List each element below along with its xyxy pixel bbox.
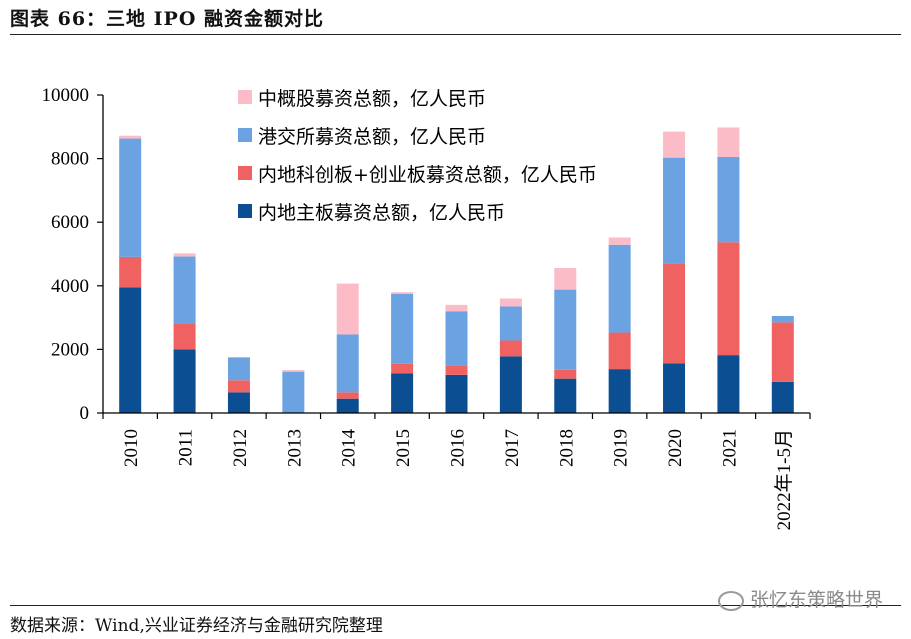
x-tick-label: 2017 (502, 429, 523, 467)
bar-segment-hkex (336, 334, 359, 393)
bar-segment-mainboard (173, 349, 196, 413)
y-tick-label: 4000 (51, 276, 89, 297)
bar-segment-star_gem (717, 242, 740, 356)
bar-segment-mainboard (499, 356, 522, 413)
bar-segment-mainboard (771, 381, 794, 413)
legend-swatch-star_gem (238, 166, 252, 180)
bar-segment-china_concept (173, 253, 196, 257)
legend-label-hkex: 港交所募资总额，亿人民币 (258, 126, 486, 148)
bar-segment-hkex (282, 371, 305, 413)
bar-segment-china_concept (717, 127, 740, 158)
bar-segment-hkex (227, 357, 250, 381)
bar-segment-star_gem (227, 380, 250, 393)
bar-segment-hkex (119, 138, 142, 257)
legend: 中概股募资总额，亿人民币港交所募资总额，亿人民币内地科创板+创业板募资总额，亿人… (238, 88, 597, 224)
bar-segment-china_concept (282, 370, 305, 372)
bar-segment-star_gem (771, 322, 794, 382)
x-tick-label: 2020 (665, 429, 686, 467)
bar-segment-mainboard (391, 373, 414, 413)
bar-segment-star_gem (499, 340, 522, 357)
bar-group (119, 127, 794, 413)
bar-segment-china_concept (499, 298, 522, 307)
legend-label-star_gem: 内地科创板+创业板募资总额，亿人民币 (258, 164, 597, 186)
bar-segment-mainboard (717, 355, 740, 413)
x-tick-label: 2011 (176, 429, 197, 466)
bar-segment-star_gem (663, 263, 686, 364)
x-tick-label: 2019 (611, 429, 632, 467)
x-tick-label: 2022年1-5月 (773, 429, 795, 530)
bar-segment-star_gem (391, 363, 414, 374)
bar-segment-star_gem (173, 323, 196, 350)
legend-swatch-hkex (238, 128, 252, 142)
legend-label-mainboard: 内地主板募资总额，亿人民币 (258, 202, 505, 224)
bar-segment-china_concept (119, 135, 142, 139)
watermark-text: 张忆东策略世界 (749, 589, 883, 611)
wechat-icon (717, 590, 744, 611)
bar-segment-star_gem (336, 392, 359, 399)
y-tick-label: 6000 (51, 212, 89, 233)
y-tick-label: 10000 (42, 85, 90, 106)
y-tick-label: 0 (80, 403, 90, 424)
data-source-note: 数据来源：Wind,兴业证券经济与金融研究院整理 (10, 616, 383, 636)
bar-segment-mainboard (554, 378, 577, 413)
watermark: 张忆东策略世界 (717, 585, 883, 612)
x-tick-label: 2016 (448, 429, 469, 467)
bar-segment-hkex (608, 244, 631, 333)
bar-segment-china_concept (336, 283, 359, 335)
bar-segment-hkex (663, 157, 686, 264)
bar-segment-mainboard (608, 369, 631, 413)
bar-segment-star_gem (445, 365, 468, 375)
x-axis: 2010 2011 2012 2013 2014 2015 2016 2017 2018 2019… (102, 412, 811, 530)
x-tick-label: 2021 (719, 429, 740, 467)
legend-swatch-mainboard (238, 204, 252, 218)
x-tick-label: 2013 (284, 429, 305, 467)
bar-segment-hkex (554, 289, 577, 370)
bar-segment-mainboard (227, 392, 250, 413)
bar-segment-mainboard (445, 374, 468, 413)
bar-segment-china_concept (391, 292, 414, 294)
x-tick-label: 2010 (121, 429, 142, 467)
bar-segment-china_concept (608, 237, 631, 245)
bar-segment-hkex (391, 293, 414, 364)
legend-swatch-china_concept (238, 90, 252, 104)
x-tick-label: 2015 (393, 429, 414, 467)
legend-label-china_concept: 中概股募资总额，亿人民币 (258, 88, 486, 110)
figure-title: 图表 66：三地 IPO 融资金额对比 (10, 8, 325, 30)
bar-segment-star_gem (119, 256, 142, 288)
bar-segment-hkex (445, 311, 468, 366)
x-tick-label: 2014 (339, 429, 360, 468)
y-tick-label: 2000 (51, 339, 89, 360)
bar-segment-china_concept (554, 267, 577, 290)
bar-segment-mainboard (663, 363, 686, 413)
y-tick-label: 8000 (51, 149, 89, 170)
bar-segment-mainboard (119, 287, 142, 413)
x-tick-label: 2012 (230, 429, 251, 467)
bar-segment-hkex (499, 306, 522, 341)
bar-segment-hkex (173, 256, 196, 324)
bar-segment-hkex (717, 157, 740, 243)
bar-segment-china_concept (445, 304, 468, 312)
x-tick-label: 2018 (556, 429, 577, 467)
bar-segment-china_concept (663, 131, 686, 158)
bar-segment-star_gem (554, 369, 577, 379)
y-axis: 0 2000 4000 6000 8000 10000 (42, 85, 104, 424)
source-rule (10, 605, 901, 606)
bar-segment-mainboard (336, 398, 359, 413)
bar-segment-hkex (771, 316, 794, 323)
title-rule (10, 34, 901, 35)
bar-segment-star_gem (608, 332, 631, 370)
